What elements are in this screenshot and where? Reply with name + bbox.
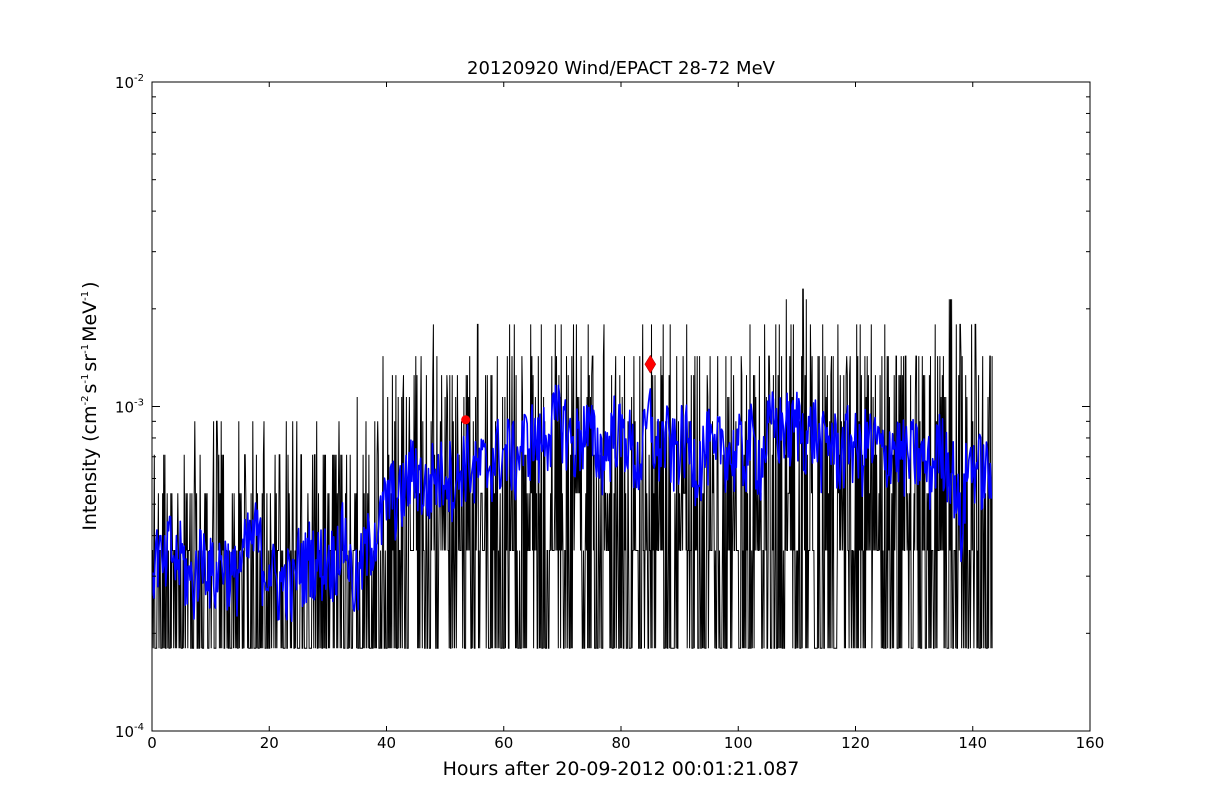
raw-intensity-line	[152, 288, 993, 649]
x-tick-label: 120	[841, 734, 870, 752]
marker-layer	[461, 354, 657, 425]
x-tick-label: 140	[958, 734, 987, 752]
chart-title: 20120920 Wind/EPACT 28-72 MeV	[467, 58, 776, 79]
x-tick-label: 100	[724, 734, 753, 752]
x-tick-label: 160	[1076, 734, 1105, 752]
peak-marker	[644, 354, 657, 374]
y-tick-label: 10-2	[115, 73, 144, 92]
series-layer	[152, 288, 993, 649]
x-axis-label: Hours after 20-09-2012 00:01:21.087	[443, 758, 800, 780]
x-tick-label: 40	[377, 734, 396, 752]
onset-marker	[461, 415, 471, 425]
smoothed-intensity-line	[152, 384, 993, 623]
x-tick-label: 60	[494, 734, 513, 752]
tick-layer: 0 20 40 60 80 100 120 140 160 10-4 10-3 10-2	[115, 73, 1104, 752]
x-tick-label: 80	[611, 734, 630, 752]
x-tick-label: 0	[147, 734, 157, 752]
y-tick-label: 10-4	[115, 722, 144, 741]
x-tick-label: 20	[260, 734, 279, 752]
y-axis-label: Intensity (cm-2s-1sr-1MeV-1)	[79, 281, 101, 530]
y-tick-label: 10-3	[115, 398, 144, 417]
